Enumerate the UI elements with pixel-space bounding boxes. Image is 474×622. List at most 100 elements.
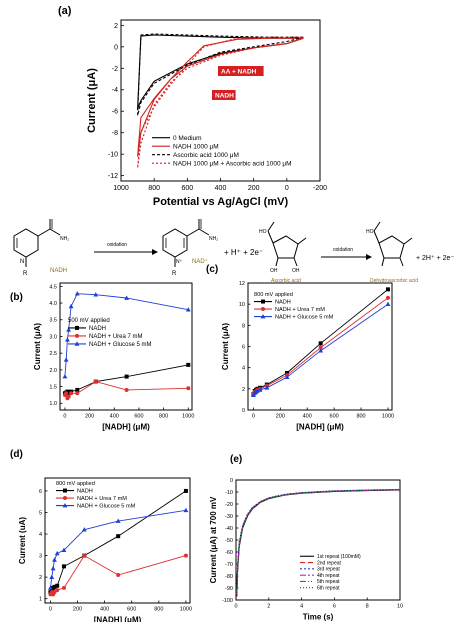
panel-label: (d) xyxy=(10,449,23,460)
data-point xyxy=(115,518,121,523)
data-point xyxy=(318,348,324,353)
reaction-scheme: N R NH₂ NADH oxidation N⁺ R NH₂ NAD⁺ + H… xyxy=(13,219,454,284)
data-point xyxy=(64,391,69,396)
y-tick-label: -70 xyxy=(225,562,233,568)
y-tick-label: -8 xyxy=(112,130,118,137)
y-tick-label: -20 xyxy=(225,502,233,508)
panel-label: (b) xyxy=(10,292,23,303)
series-line-5 xyxy=(236,488,401,593)
y-tick-label: 8 xyxy=(242,323,245,329)
aa-oh-1: OH xyxy=(270,268,278,274)
data-point xyxy=(116,572,121,577)
y-axis-label: Current (uA) xyxy=(18,517,27,564)
data-point xyxy=(66,391,71,396)
products-2: + 2H⁺ + 2e⁻ xyxy=(416,255,454,262)
data-point xyxy=(81,527,87,532)
legend-marker xyxy=(63,496,67,501)
y-tick-label: 0 xyxy=(230,478,233,484)
y-axis-label: Current (μA) at 700 mV xyxy=(209,496,218,583)
legend-entry: NADH xyxy=(275,300,291,306)
x-tick-label: 1000 xyxy=(180,607,192,613)
data-point xyxy=(68,303,74,309)
data-point xyxy=(93,379,98,384)
panel-label: (c) xyxy=(206,264,218,275)
y-tick-label: 6 xyxy=(39,489,42,495)
legend-marker xyxy=(62,502,68,508)
aa-label: Ascorbic acid xyxy=(271,278,301,284)
legend-entry: 3rd repeat xyxy=(317,567,340,573)
y-tick-label: -12 xyxy=(108,173,118,180)
x-tick-label: 800 xyxy=(154,607,163,613)
x-tick-label: 8 xyxy=(366,604,369,610)
data-point xyxy=(61,564,66,569)
aa-ho: HO xyxy=(259,229,267,235)
x-tick-label: 600 xyxy=(127,607,136,613)
data-point xyxy=(50,565,56,571)
y-tick-label: -60 xyxy=(225,550,233,556)
y-axis-label: Current (μA) xyxy=(86,68,98,133)
annotation-box xyxy=(212,90,236,100)
legend-marker xyxy=(260,313,266,319)
data-point xyxy=(65,337,70,342)
x-tick-label: 4 xyxy=(300,604,303,610)
data-point xyxy=(55,583,60,588)
x-tick-label: 1000 xyxy=(182,414,194,420)
data-point xyxy=(66,394,71,399)
legend-entry: NADH + Glucose 5 mM xyxy=(275,315,334,321)
data-point xyxy=(116,534,121,539)
x-tick-label: 200 xyxy=(73,607,82,613)
data-point xyxy=(318,345,323,350)
data-point xyxy=(284,374,290,379)
chart-3: (c) 0 200 400 600 800 1000 0 2 4 6 8 10 12 [NADH] (μM)… xyxy=(206,264,394,432)
x-tick-label: 400 xyxy=(215,185,227,192)
x-tick-label: 600 xyxy=(181,185,193,192)
x-tick-label: 0 xyxy=(49,607,52,613)
data-point xyxy=(52,557,57,562)
y-axis-label: Current (μA) xyxy=(221,323,230,370)
data-point xyxy=(66,327,72,332)
data-point xyxy=(183,488,188,493)
x-tick-label: 200 xyxy=(248,185,260,192)
panel-label: (e) xyxy=(230,454,242,465)
data-point xyxy=(186,386,191,391)
legend-title: 800 mV applied xyxy=(56,481,95,487)
x-tick-label: 400 xyxy=(110,414,119,420)
legend-title: 800 mV applied xyxy=(254,292,293,298)
nad-label: NAD⁺ xyxy=(192,258,208,265)
series-line-4 xyxy=(137,36,304,169)
legend-entry: NADH 1000 μM + Ascorbic acid 1000 μM xyxy=(173,161,292,168)
annotation-label: NADH xyxy=(215,93,234,100)
chart-4: (d) 0 200 400 600 800 1000 1 2 3 4 5 6 [NADH] (μM) Cur… xyxy=(10,449,192,622)
annotation-label: AA + NADH xyxy=(221,69,257,76)
data-point xyxy=(49,574,55,579)
nadh-n-atom: N xyxy=(20,259,24,265)
y-tick-label: 2 xyxy=(242,387,245,393)
y-tick-label: 2 xyxy=(114,23,118,30)
data-point xyxy=(186,362,191,367)
panel-label: (a) xyxy=(58,5,72,17)
data-point xyxy=(385,301,391,306)
nadh-structure: N R NH₂ NADH xyxy=(13,219,69,277)
y-tick-label: 3 xyxy=(39,554,42,560)
x-tick-label: 0 xyxy=(285,185,289,192)
y-tick-label: 0 xyxy=(114,44,118,51)
x-tick-label: 600 xyxy=(330,414,339,420)
data-point xyxy=(82,553,87,558)
y-tick-label: 12 xyxy=(239,281,245,287)
chart-5: (e) 0 2 4 6 8 10 0 -10 -20 -30 -40 -50 -60 -70 -80 -90 -1… xyxy=(209,454,403,622)
y-tick-label: 4 xyxy=(242,366,245,372)
x-tick-label: 0 xyxy=(252,414,255,420)
y-tick-label: -30 xyxy=(225,514,233,520)
y-tick-label: -6 xyxy=(112,109,118,116)
legend-entry: 1st repeat (100mM) xyxy=(317,554,361,560)
legend-marker xyxy=(261,307,265,312)
legend-entry: NADH xyxy=(77,489,93,495)
nad-nh2: NH₂ xyxy=(209,236,218,242)
nadh-label: NADH xyxy=(50,268,67,274)
legend-marker xyxy=(261,299,265,304)
legend-entry: NADH + Urea 7 mM xyxy=(275,307,325,313)
plot-frame xyxy=(44,477,191,604)
data-point xyxy=(183,553,188,558)
data-point xyxy=(124,295,130,300)
